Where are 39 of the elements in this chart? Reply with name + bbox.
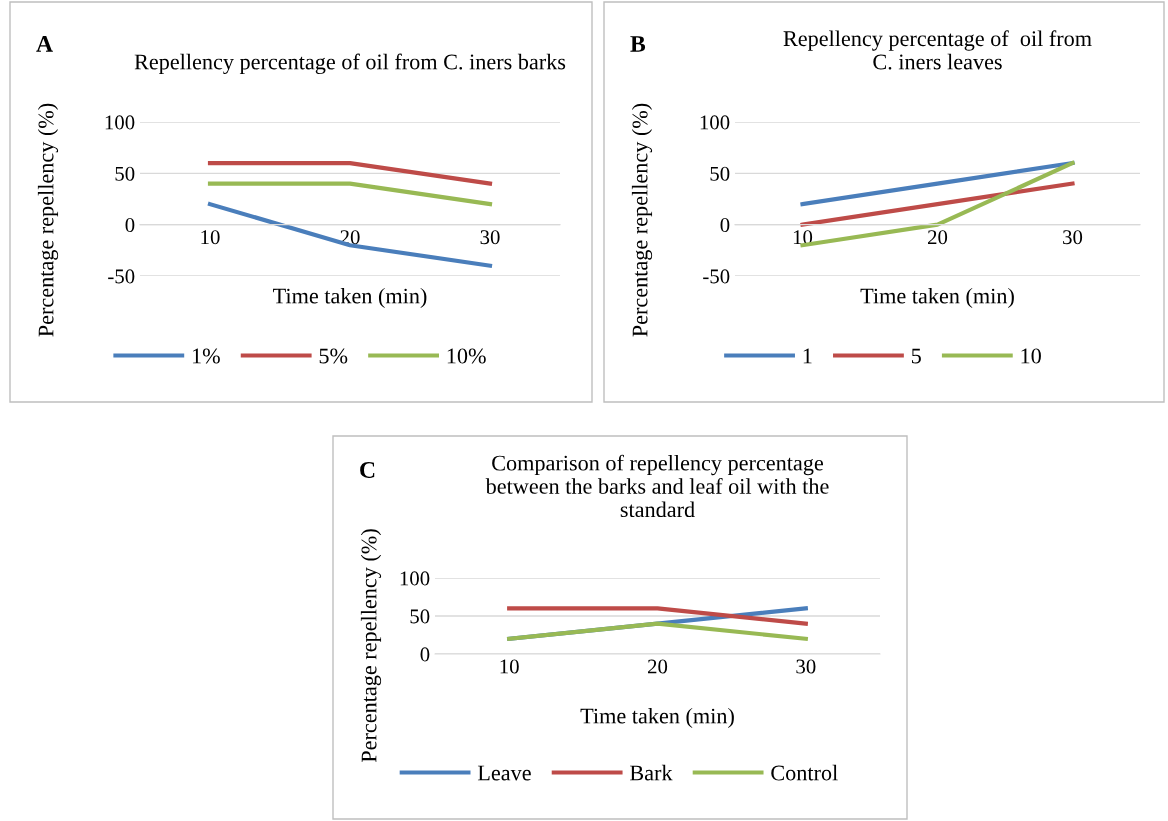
legend-label: 1 <box>803 348 812 364</box>
x-tick-label: 20 <box>648 659 668 674</box>
legend-label: Control <box>771 764 838 781</box>
y-tick-label: 0 <box>125 218 135 233</box>
y-tick-label: 100 <box>400 571 430 586</box>
legend-label: 10 <box>1021 348 1041 364</box>
y-tick-label: 50 <box>115 166 135 181</box>
x-tick-label: 30 <box>796 659 816 674</box>
chart-title: Comparison of repellency percentage between the barks and leaf oil with the standard <box>485 454 829 518</box>
chart-title: Repellency percentage of oil from C. iners leaves <box>783 30 1092 70</box>
legend-label: Leave <box>477 765 531 781</box>
y-tick-label: 0 <box>420 647 430 662</box>
x-tick-label: 10 <box>500 659 519 674</box>
legend-label: 1% <box>192 348 220 364</box>
x-axis-title: Time taken (min) <box>273 287 427 309</box>
y-tick-label: 0 <box>720 218 730 233</box>
x-tick-label: 30 <box>480 230 500 245</box>
x-tick-label: 10 <box>201 230 220 245</box>
y-tick-label: -50 <box>703 269 730 284</box>
y-axis-title: Percentage repellency (%) <box>37 103 59 337</box>
y-axis-title: Percentage repellency (%) <box>631 103 653 337</box>
chart-title: Repellency percentage of oil from C. iners barks <box>134 53 566 75</box>
text: A <box>36 36 53 52</box>
y-tick-label: 50 <box>710 166 730 181</box>
y-axis-title: Percentage repellency (%) <box>360 529 382 763</box>
y-tick-label: 50 <box>410 609 430 624</box>
x-axis-title: Time taken (min) <box>580 707 734 729</box>
legend-label: Bark <box>630 764 673 781</box>
legend-label: 5% <box>319 348 348 364</box>
x-tick-label: 30 <box>1063 230 1083 245</box>
legend-label: 10% <box>447 348 486 364</box>
legend-label: 5 <box>911 348 921 364</box>
x-axis-title: Time taken (min) <box>860 287 1014 309</box>
y-tick-label: 100 <box>700 115 730 130</box>
text: B <box>630 36 646 52</box>
x-tick-label: 20 <box>928 230 948 245</box>
text: C <box>360 462 375 478</box>
y-tick-label: 100 <box>105 115 135 130</box>
y-tick-label: -50 <box>108 269 135 284</box>
